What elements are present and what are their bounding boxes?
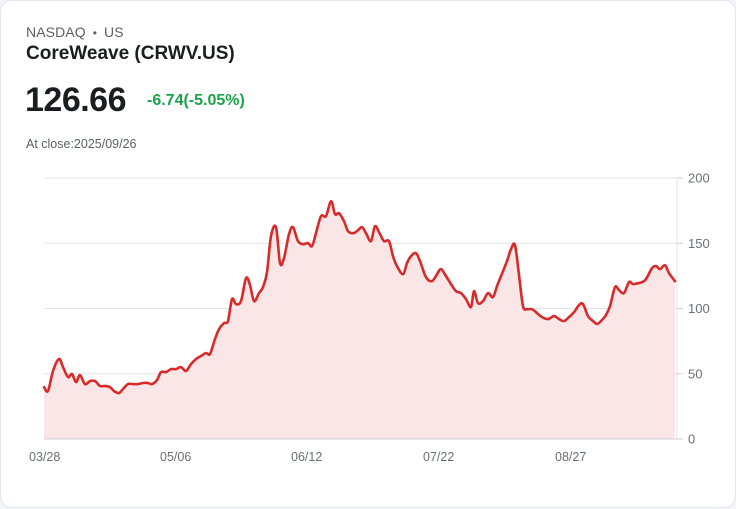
y-tick-label: 150 <box>688 236 710 251</box>
close-timestamp: At close:2025/09/26 <box>26 137 137 151</box>
y-tick-label: 0 <box>688 432 695 447</box>
x-tick-label: 08/27 <box>555 450 586 464</box>
y-axis-labels: 0 50 100 150 200 <box>677 171 710 447</box>
x-tick-label: 03/28 <box>29 450 60 464</box>
x-tick-label: 07/22 <box>423 450 454 464</box>
region-name: US <box>104 24 124 40</box>
exchange-name: NASDAQ <box>26 24 86 40</box>
y-tick-label: 100 <box>688 301 710 316</box>
exchange-line: NASDAQ • US <box>26 24 124 40</box>
price-line <box>42 199 677 395</box>
price-change: -6.74(-5.05%) <box>147 92 245 109</box>
separator-dot: • <box>92 26 98 40</box>
x-tick-label: 06/12 <box>291 450 322 464</box>
x-axis-labels: 03/28 05/06 06/12 07/22 08/27 <box>29 450 586 464</box>
x-tick-label: 05/06 <box>160 450 191 464</box>
company-title: CoreWeave (CRWV.US) <box>26 43 235 64</box>
price-area-fill <box>44 201 675 439</box>
y-tick-label: 50 <box>688 366 702 381</box>
y-tick-label: 200 <box>688 171 710 186</box>
current-price: 126.66 <box>25 81 127 119</box>
